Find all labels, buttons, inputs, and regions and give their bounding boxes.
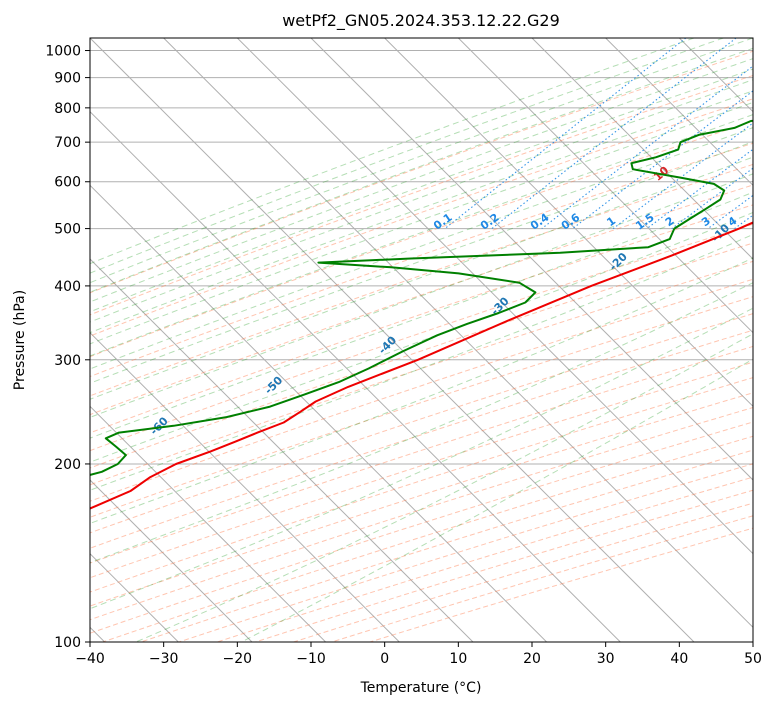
y-tick-label: 800: [54, 101, 81, 117]
y-tick-label: 1000: [45, 44, 81, 60]
dry-adiabat-line: [90, 377, 753, 593]
moist-adiabat-line: [90, 127, 753, 370]
isotherm-gridline: [310, 38, 753, 481]
moist-adiabat-line: [90, 173, 753, 418]
moist-adiabat-line: [90, 90, 753, 334]
chart-title: wetPf2_GN05.2024.353.12.22.G29: [282, 11, 560, 31]
y-tick-label: 100: [54, 635, 81, 651]
isotherm-gridline: [90, 38, 695, 642]
dry-adiabat-line: [90, 361, 753, 579]
moist-adiabat-line: [90, 47, 753, 293]
isotherm-gridline: [531, 38, 753, 260]
moist-adiabat-line: [135, 333, 753, 642]
dry-adiabat-line: [90, 296, 753, 518]
moist-adiabat-line: [90, 114, 753, 357]
plot-area: 0.10.20.40.611.52346810131620253036-100-…: [90, 38, 753, 642]
x-axis-label: Temperature (°C): [360, 680, 482, 696]
y-axis-label: Pressure (hPa): [12, 290, 28, 390]
x-tick-label: 40: [670, 651, 688, 667]
mixing-ratio-line: [572, 90, 753, 230]
x-tick-label: 10: [449, 651, 467, 667]
isotherm-gridline: [457, 38, 753, 334]
dry-adiabat-line: [90, 223, 753, 452]
dry-adiabat-line: [90, 184, 753, 416]
isotherm-gridline: [90, 184, 548, 642]
dry-adiabat-line: [90, 242, 753, 469]
plot-frame: [89, 37, 754, 643]
moist-adiabat-line: [90, 79, 753, 323]
isotherm-gridline: [384, 38, 753, 408]
x-tick-label: −40: [75, 651, 105, 667]
moist-adiabat-line: [90, 156, 753, 400]
dewpoint-profile-line: [90, 119, 753, 476]
y-tick-label: 500: [54, 222, 81, 238]
y-tick-label: 700: [54, 135, 81, 151]
dry-adiabat-line: [90, 142, 753, 378]
x-tick-label: −10: [296, 651, 326, 667]
y-tick-label: 400: [54, 279, 81, 295]
dry-adiabat-line: [90, 329, 753, 549]
isotherm-gridline: [90, 110, 621, 642]
x-tick-label: 20: [523, 651, 541, 667]
isotherm-gridline: [90, 479, 253, 642]
dry-adiabat-line: [90, 204, 753, 434]
temperature-profile-line: [90, 221, 753, 510]
moist-adiabat-line: [90, 282, 753, 564]
moist-adiabat-line: [90, 68, 753, 313]
dry-adiabat-line: [90, 313, 753, 534]
moist-adiabat-line: [90, 38, 695, 265]
moist-adiabat-line: [90, 211, 753, 463]
dry-adiabat-line: [90, 98, 753, 337]
moist-adiabat-line: [90, 141, 753, 384]
moist-adiabat-line: [90, 257, 753, 524]
y-tick-label: 200: [54, 457, 81, 473]
y-tick-label: 600: [54, 175, 81, 191]
dry-adiabat-line: [90, 163, 753, 397]
mixing-ratio-line: [671, 167, 753, 230]
isotherm-gridline: [90, 331, 400, 642]
isotherm-gridline: [90, 405, 327, 642]
isotherm-gridline: [90, 258, 474, 642]
isotherm-gridline: [605, 38, 753, 187]
mixing-ratio-line: [541, 65, 753, 230]
axis-ticks: −40 −30 −20 −10 0 10 20 30 40 50 100 200 300 400 500 60…: [45, 44, 762, 667]
moist-adiabat-line: [90, 58, 753, 303]
moist-adiabat-line: [90, 233, 753, 491]
x-tick-label: 30: [597, 651, 615, 667]
moist-adiabat-line: [241, 358, 753, 642]
x-tick-label: 50: [744, 651, 762, 667]
moist-adiabat-line: [90, 38, 724, 274]
dry-adiabat-line: [90, 345, 753, 564]
dry-adiabat-line: [90, 50, 753, 294]
y-tick-label: 900: [54, 71, 81, 87]
dry-adiabat-line: [90, 260, 753, 486]
y-tick-label: 300: [54, 353, 81, 369]
dry-adiabat-line: [90, 392, 753, 607]
x-tick-label: 0: [380, 651, 389, 667]
isotherm-gridline: [236, 38, 753, 555]
x-tick-label: −30: [149, 651, 179, 667]
x-tick-label: −20: [223, 651, 253, 667]
dry-adiabat-line: [90, 278, 753, 502]
